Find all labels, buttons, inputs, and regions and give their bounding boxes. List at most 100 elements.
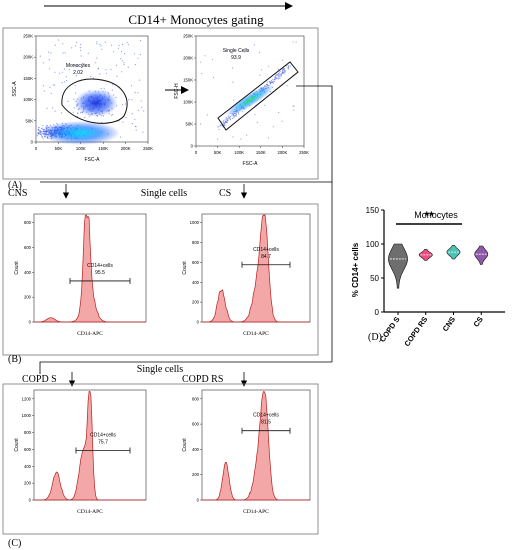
y-tick-label: 600 [192,422,200,427]
y-tick-label: 100 [366,240,380,249]
scatter-dot [58,72,61,74]
scatter-dot [276,74,278,76]
y-tick-label: 100K [23,97,33,102]
x-tick-label: 150K [98,146,108,151]
scatter-dot [64,81,66,83]
scatter-dot [87,52,89,54]
scatter-dot [42,125,44,127]
y-tick-label: 250K [23,34,33,39]
scatter-dot [223,123,226,125]
y-tick-label: 0 [197,320,200,325]
scatter-dot [217,138,219,140]
scatter-dot [279,70,281,73]
scatter-dot [76,41,78,44]
scatter-dot [292,105,294,107]
scatter-dot [228,117,230,119]
group-cs-label: CS [219,188,231,199]
header-title: CD14+ Monocytes gating [128,12,264,27]
violin-shape [388,243,408,289]
scatter-dot [140,100,142,102]
scatter-dot [79,47,81,49]
scatter-dot [233,116,235,118]
scatter-dot [281,72,283,74]
scatter-dot [63,68,65,70]
scatter-dot [54,84,56,86]
scatter-dot [278,75,280,77]
scatter-dot [121,104,124,106]
scatter-dot [212,58,214,60]
violin-shapes [388,243,489,289]
single-cells-c: Single cells [137,364,183,375]
scatter-dot [219,124,221,126]
scatter-dot [48,59,50,61]
scatter-dot [61,82,63,84]
scatter-dot [110,68,112,70]
x-tick-label: 100K [76,146,86,151]
scatter-dot [232,81,234,83]
y-tick-label: 0 [191,144,194,149]
histogram-area [34,214,146,323]
scatter-dot [134,64,136,66]
y-axis-label: % CD14+ cells [351,242,360,297]
y-tick-label: 50 [370,274,379,283]
scatter-dot [80,44,82,46]
y-tick-label: 0 [29,320,32,325]
violin-shape [474,245,489,265]
scatter-dot [42,138,44,140]
label-b: (B) [8,354,21,365]
y-tick-label: 600 [24,245,32,250]
scatter-dot [225,116,227,118]
scatter-dot [37,132,39,134]
y-tick-label: 800 [192,396,200,401]
histogram-area [202,391,310,501]
scatter-dot [74,65,76,67]
scatter-dot [242,111,244,113]
scatter-dot [227,117,229,120]
y-tick-label: 400 [24,270,32,275]
scatter-dot [121,60,124,62]
scatter-dot [254,114,256,116]
axis-ticks: 0 50K 100K 150K 200K 250K 0 50K 100K 150K 200K 250K [23,34,153,152]
scatter-dot [38,128,40,130]
scatter-dot [275,77,277,79]
violin-shape [418,249,433,261]
scatter-dot [272,82,274,84]
x-tick-label: 0 [35,146,38,151]
scatter-dot [277,73,279,75]
scatter-dot [82,62,84,65]
scatter-dot [140,39,142,42]
scatter-dot [131,123,133,125]
scatter-dot [206,114,208,116]
scatter-dot [54,110,56,112]
scatter-dot [137,109,140,111]
scatter-dot [199,61,201,63]
y-tick-label: 200 [24,481,32,486]
scatter-dot [80,55,82,57]
scatter-dot [123,62,125,64]
singlet-gate [217,61,299,131]
y-tick-label: 50K [26,118,34,123]
scatter-dot [135,126,137,128]
y-tick-label: 200K [23,55,33,60]
scatter-dot [92,77,95,79]
y-tick-label: 0 [31,140,34,145]
y-tick-label: 200 [192,300,200,305]
scatter-dot [264,104,266,106]
y-tick-label: 400 [24,464,32,469]
scatter-dot [278,71,281,73]
scatter-dot [65,76,67,78]
scatter-dot [283,68,285,70]
scatter-dot [281,73,283,75]
gate-name: CD14+cells [253,247,279,253]
scatter-dot [284,72,286,74]
scatter-dot [230,116,232,118]
scatter-dot [75,45,77,47]
y-axis-label: SSC-A [12,81,18,97]
scatter-dot [100,88,102,90]
scatter-dot [64,52,66,54]
gate-name: CD14+cells [87,263,113,269]
scatter-dot [75,75,78,77]
x-axis-label: CD14-APC [243,331,269,337]
